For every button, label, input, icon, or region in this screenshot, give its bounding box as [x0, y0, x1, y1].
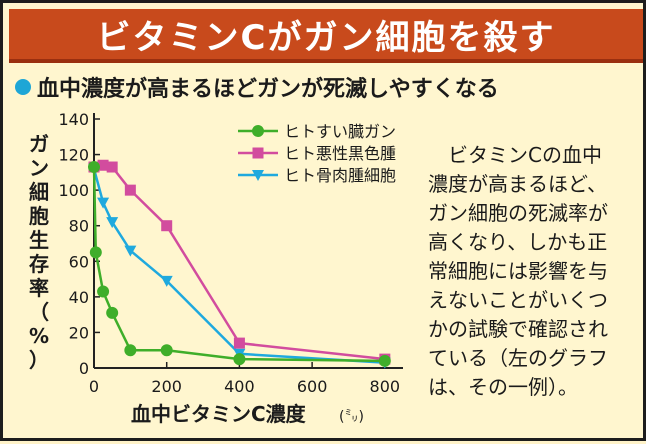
data-point — [160, 344, 173, 357]
data-point — [233, 337, 245, 349]
data-point — [124, 245, 137, 257]
description-line: 濃度が高まるほど、 — [428, 172, 607, 196]
x-tick-label: 400 — [224, 377, 255, 396]
title-banner: ビタミンCがガン細胞を殺す — [9, 9, 643, 63]
data-point — [89, 246, 102, 259]
description-line: ている（左のグラフ — [428, 346, 608, 370]
data-point — [124, 344, 137, 357]
y-tick-label: 60 — [69, 252, 89, 271]
description-line: ビタミンCの血中 — [428, 143, 602, 167]
description-line: ガン細胞の死滅率が — [428, 201, 608, 225]
data-point — [97, 159, 109, 171]
legend-label: ヒト悪性黒色腫 — [284, 144, 396, 163]
y-tick-label: 40 — [69, 288, 89, 307]
x-tick-label: 600 — [297, 377, 328, 396]
subtitle: 血中濃度が高まるほどガンが死滅しやすくなる — [37, 77, 499, 102]
y-axis-label: ガン細胞生存率（%） — [29, 132, 49, 372]
legend-marker — [252, 170, 264, 181]
legend-label: ヒトすい臓ガン — [284, 122, 396, 141]
x-axis-label: 血中ビタミンC濃度 — [131, 402, 307, 426]
legend-marker — [252, 147, 264, 159]
legend-label: ヒト骨肉腫細胞 — [284, 166, 396, 185]
data-point — [161, 220, 173, 232]
data-point — [106, 217, 119, 229]
data-point — [160, 275, 173, 287]
data-point — [88, 161, 100, 174]
data-point — [106, 161, 118, 173]
y-tick-label: 100 — [58, 181, 89, 200]
bullet-icon — [15, 79, 31, 95]
y-tick-label: 20 — [69, 323, 89, 342]
y-tick-label: 0 — [79, 359, 89, 378]
series-line-1 — [93, 163, 385, 361]
x-tick-label: 0 — [89, 377, 99, 396]
data-point — [97, 285, 110, 298]
y-tick-label: 80 — [69, 217, 89, 236]
data-point — [233, 353, 246, 366]
legend-marker — [252, 125, 264, 137]
description-line: 常細胞には影響を与 — [428, 259, 608, 283]
y-tick-label: 120 — [58, 146, 89, 165]
x-tick-label: 200 — [151, 377, 182, 396]
description-line: かの試験で確認され — [428, 317, 608, 341]
x-tick-label: 800 — [370, 377, 401, 396]
page-title: ビタミンCがガン細胞を殺す — [96, 17, 556, 58]
description-line: は、その一例）。 — [428, 375, 578, 399]
survival-chart: 0 20 40 60 80 100 120 140 0 200 400 600 800 ガン細胞生存率（%… — [29, 110, 403, 426]
description-line: えないことがいくつ — [428, 288, 608, 312]
subtitle-row: 血中濃度が高まるほどガンが死滅しやすくなる — [15, 69, 499, 105]
data-point — [106, 306, 119, 319]
chart-series — [88, 159, 391, 369]
series-line-0 — [92, 166, 385, 363]
description-text: ビタミンCの血中 濃度が高まるほど、 ガン細胞の死滅率が 高くなり、しかも正 常細胞には… — [428, 141, 646, 402]
data-point — [124, 184, 136, 196]
x-axis-unit: (㍉) — [339, 409, 364, 425]
chart-axes: 0 20 40 60 80 100 120 140 0 200 400 600 800 ガン細胞生存率（%… — [29, 110, 403, 426]
data-point — [97, 197, 110, 209]
data-point — [378, 354, 391, 367]
description-line: 高くなり、しかも正 — [428, 230, 608, 254]
y-tick-label: 140 — [58, 110, 89, 129]
